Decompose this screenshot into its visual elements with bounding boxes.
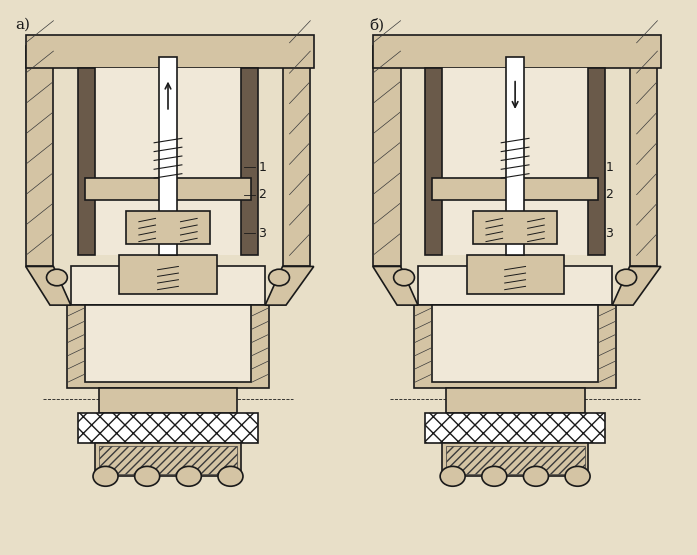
Bar [282,46,310,266]
Bar [126,211,210,244]
Polygon shape [612,266,661,305]
Bar [432,178,599,200]
Bar [95,68,241,255]
Bar [26,34,314,68]
Text: 2: 2 [606,188,613,201]
Bar [26,46,54,266]
Circle shape [615,269,636,286]
Bar [425,68,442,255]
Bar [588,68,606,255]
Bar [95,443,241,476]
Bar [68,305,268,388]
Bar [473,211,557,244]
Bar [432,305,599,382]
Circle shape [47,269,68,286]
Bar [71,266,265,305]
Text: а): а) [15,18,30,32]
Polygon shape [373,266,418,305]
Bar [445,446,585,473]
Text: б): б) [369,18,385,32]
Bar [119,255,217,294]
Bar [78,68,95,255]
Text: 3: 3 [259,227,266,240]
Bar [373,46,401,266]
Bar [507,57,523,255]
Bar [445,388,585,413]
Bar [415,305,615,388]
Bar [98,446,238,473]
Circle shape [218,466,243,486]
Circle shape [176,466,201,486]
Bar [85,305,252,382]
Text: 3: 3 [606,227,613,240]
Circle shape [482,466,507,486]
Bar [466,255,564,294]
Circle shape [440,466,465,486]
Circle shape [523,466,549,486]
Bar [160,57,176,255]
Bar [442,68,588,255]
Bar [425,413,606,443]
Circle shape [565,466,590,486]
Circle shape [394,269,415,286]
Bar [442,443,588,476]
Bar [85,178,252,200]
Text: 2: 2 [259,188,266,201]
Bar [373,34,661,68]
Circle shape [93,466,118,486]
Text: 1: 1 [606,160,613,174]
Bar [98,388,238,413]
Polygon shape [26,266,71,305]
Bar [241,68,259,255]
Bar [78,413,259,443]
Circle shape [268,269,289,286]
Bar [418,266,612,305]
Text: 1: 1 [259,160,266,174]
Circle shape [135,466,160,486]
Polygon shape [265,266,314,305]
Bar [629,46,657,266]
